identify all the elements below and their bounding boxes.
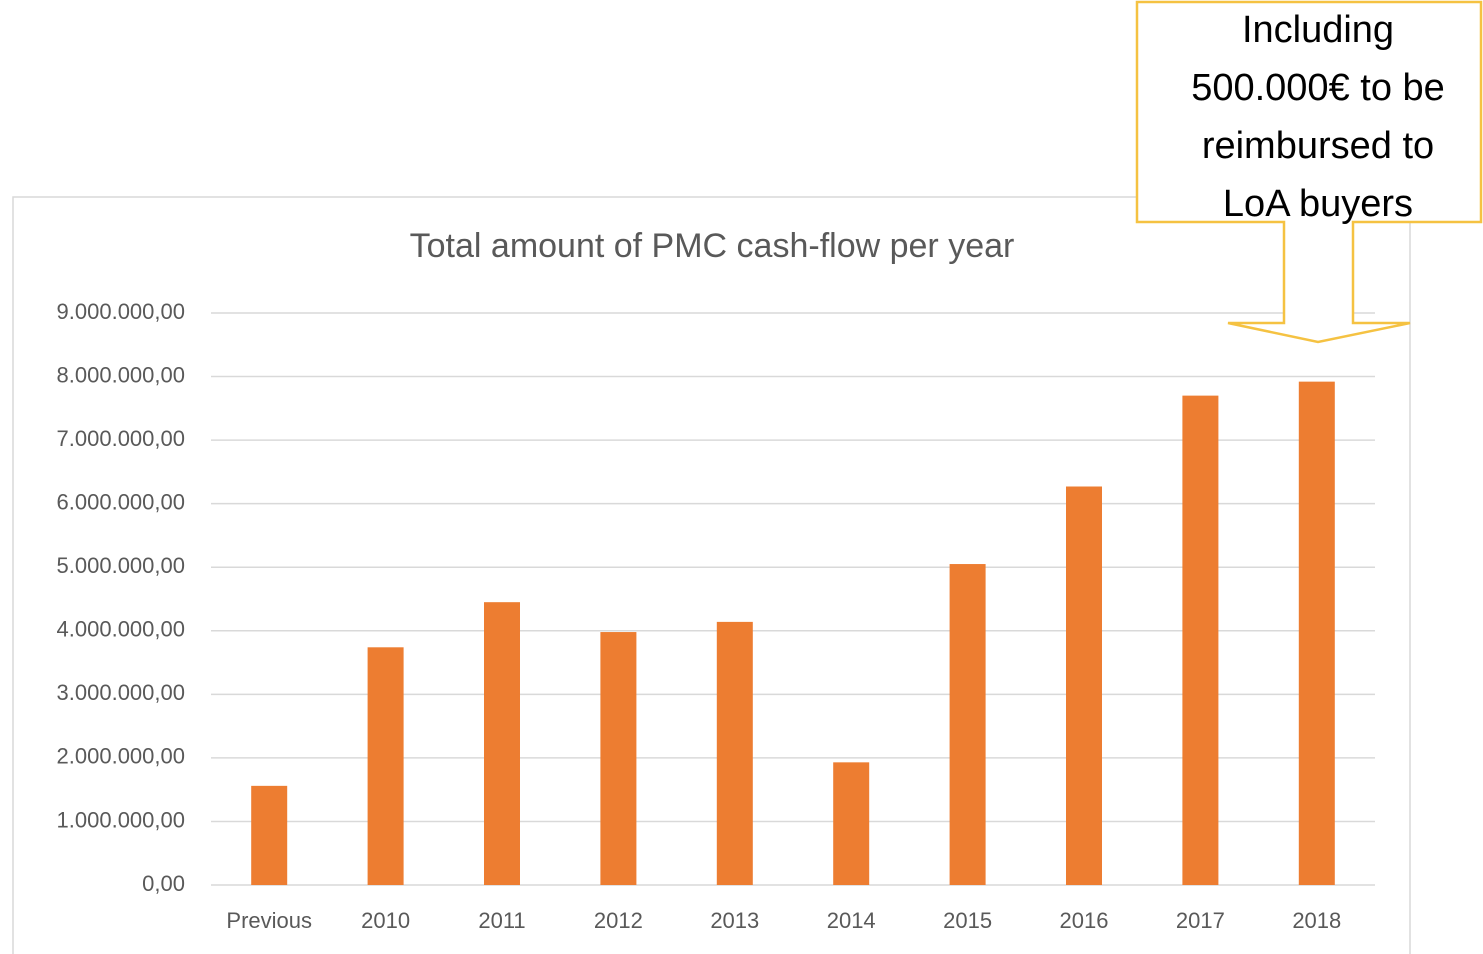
x-tick-label: 2016 xyxy=(1060,908,1109,933)
y-tick-label: 0,00 xyxy=(142,871,185,896)
annotation-line: reimbursed to xyxy=(1202,125,1434,167)
x-tick-label: 2017 xyxy=(1176,908,1225,933)
y-tick-label: 1.000.000,00 xyxy=(57,807,185,832)
x-tick-label: 2010 xyxy=(361,908,410,933)
x-tick-label: 2012 xyxy=(594,908,643,933)
bar xyxy=(716,621,753,885)
chart-frame xyxy=(12,196,1411,954)
bar xyxy=(251,785,288,885)
bar xyxy=(367,647,404,885)
bar xyxy=(1298,381,1335,885)
x-tick-label: 2014 xyxy=(827,908,876,933)
bar xyxy=(484,602,520,885)
y-tick-label: 7.000.000,00 xyxy=(57,426,185,451)
bar xyxy=(833,762,870,885)
y-tick-label: 2.000.000,00 xyxy=(57,744,185,769)
x-tick-label: 2015 xyxy=(943,908,992,933)
bar xyxy=(949,564,986,885)
callout xyxy=(1135,0,1483,344)
y-tick-label: 8.000.000,00 xyxy=(57,362,185,387)
annotation-line: Including xyxy=(1242,9,1394,51)
bar xyxy=(1182,395,1219,885)
annotation: Including 500.000€ to be reimbursed to LoA … xyxy=(1191,9,1445,225)
x-tick-label: 2018 xyxy=(1292,908,1341,933)
annotation-line: 500.000€ to be xyxy=(1191,67,1445,109)
y-tick-label: 6.000.000,00 xyxy=(57,489,185,514)
x-tick-label: 2011 xyxy=(478,908,525,933)
chart-title: Total amount of PMC cash-flow per year xyxy=(410,227,1015,265)
plot-area: 0,00 1.000.000,00 2.000.000,00 3.000.000,00… xyxy=(57,299,1375,933)
x-tick-label: 2013 xyxy=(710,908,759,933)
y-tick-label: 9.000.000,00 xyxy=(57,299,185,324)
x-tick-label: Previous xyxy=(226,908,312,933)
annotation-line: LoA buyers xyxy=(1223,183,1413,225)
y-tick-label: 4.000.000,00 xyxy=(57,617,185,642)
y-tick-label: 3.000.000,00 xyxy=(57,680,185,705)
bar xyxy=(600,632,637,885)
y-tick-label: 5.000.000,00 xyxy=(57,553,185,578)
bar xyxy=(1066,486,1102,885)
